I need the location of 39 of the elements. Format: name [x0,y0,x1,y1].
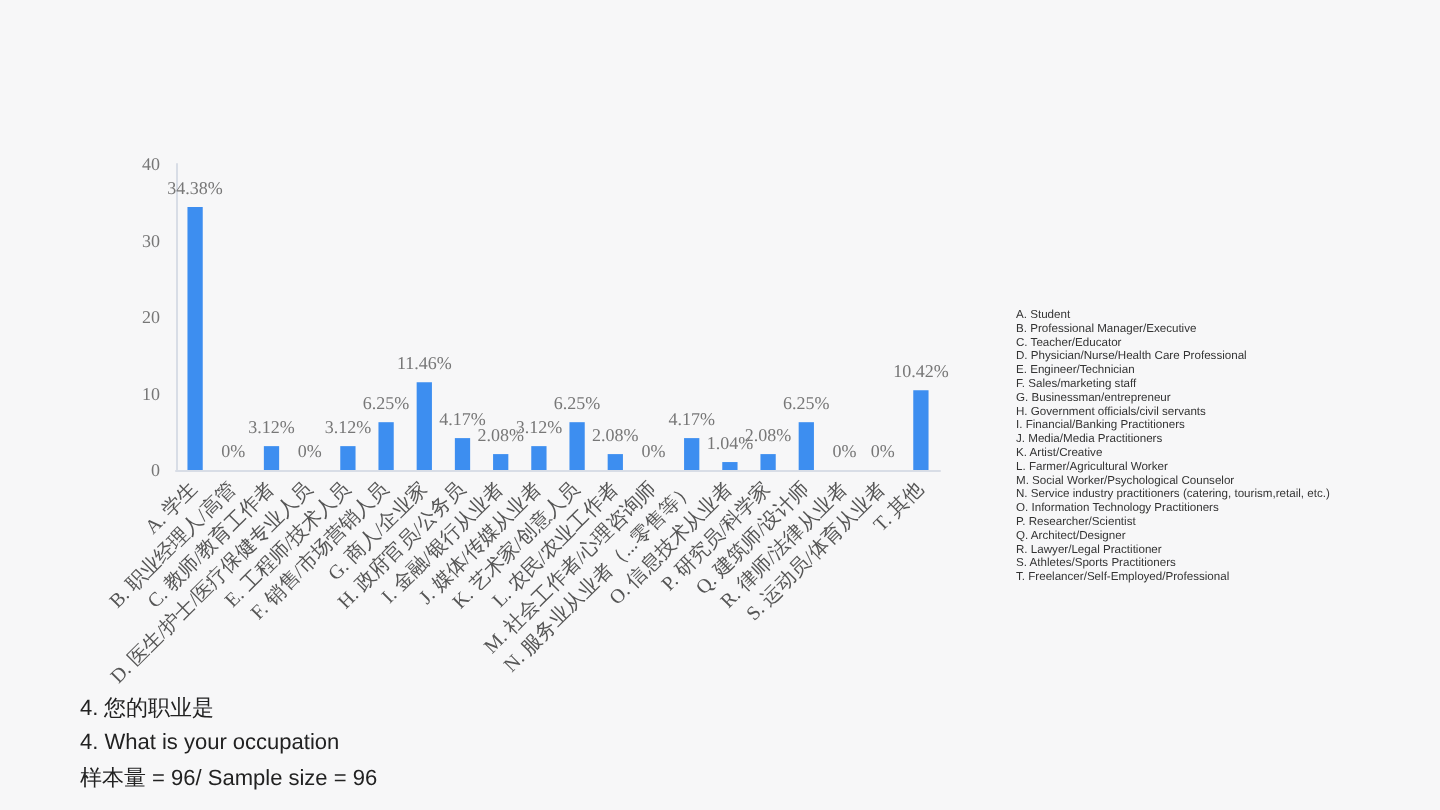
bar [684,438,700,470]
bar [187,206,203,470]
data-label: 11.46% [396,353,453,374]
y-tick-label: 10 [142,383,161,404]
data-label: 0% [641,441,667,461]
text: 样本量 = 96/ Sample size = 96 [80,765,378,791]
bar [569,422,585,470]
data-label: 0% [870,441,896,461]
text: 4. 您的职业是 [80,695,215,721]
bar [454,438,471,470]
y-tick-label: 0 [151,460,161,480]
data-label: 4.17% [439,409,487,430]
y-tick-label: 30 [142,230,161,251]
data-label: 6.25% [783,393,831,414]
data-label: 0% [221,441,247,461]
data-label: 2.08% [592,425,640,446]
data-label: 0% [832,441,858,461]
data-label: 3.12% [248,417,296,438]
y-tick-label: 40 [142,154,161,174]
data-label: 4.17% [668,409,716,430]
y-tick-label: 20 [142,307,161,327]
bar [340,446,356,470]
data-label: 6.25% [362,393,411,414]
bar [760,454,776,470]
bar [913,390,929,470]
data-label: 10.42% [893,361,950,382]
data-label: 3.12% [324,417,373,438]
data-label: 34.38% [167,177,224,198]
text: 4. What is your occupation [80,731,340,755]
bar [531,446,547,470]
bar [416,382,432,470]
bar [607,454,623,470]
bar [493,454,509,470]
bar [263,446,280,470]
bar [722,462,738,470]
bar [798,422,814,470]
bar [378,422,394,470]
data-label: 6.25% [553,393,602,414]
data-label: 0% [297,441,323,461]
